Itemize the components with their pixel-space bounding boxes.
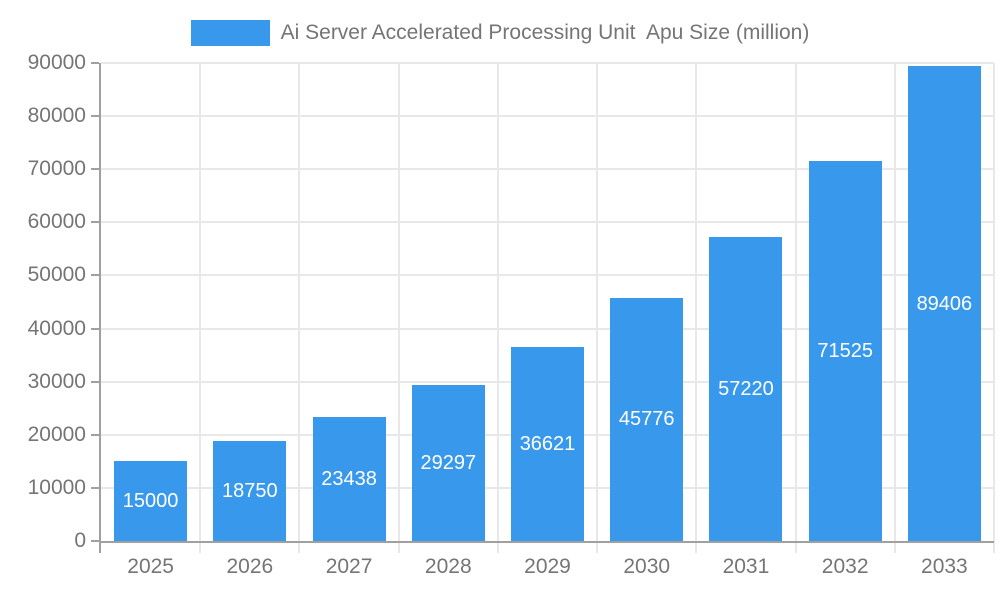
bar[interactable]: 18750 [213,441,287,541]
y-axis-tick [91,62,99,64]
y-axis-tick-label: 20000 [27,422,86,446]
bar-value-label: 18750 [222,480,278,503]
x-axis-tick-label: 2029 [524,555,571,578]
x-gridline [695,63,698,553]
y-axis-tick [91,380,99,383]
bar[interactable]: 36621 [511,346,584,541]
legend-label: Ai Server Accelerated Processing Unit Ap… [280,21,810,44]
y-gridline [101,274,994,277]
bar-value-label: 29297 [420,452,477,475]
x-gridline [397,63,400,553]
bar-value-label: 45776 [618,408,675,431]
bar-value-label: 89406 [916,292,973,315]
y-axis-tick-label: 10000 [27,475,86,499]
x-gridline [893,63,896,553]
legend[interactable]: Ai Server Accelerated Processing Unit Ap… [0,20,1000,46]
y-gridline [101,327,994,330]
x-gridline [496,63,499,553]
bar-value-label: 15000 [122,490,179,513]
x-axis-tick-label: 2033 [921,555,968,578]
bar-value-label: 71525 [817,340,873,363]
y-axis-tick [91,433,99,436]
x-gridline [199,63,202,553]
bar[interactable]: 71525 [808,161,882,541]
y-gridline [101,168,994,171]
bar-value-label: 23438 [321,467,377,490]
x-axis-tick-label: 2026 [226,555,274,578]
y-axis-tick-label: 60000 [27,210,86,234]
bar[interactable]: 23438 [312,416,386,541]
y-axis-tick [91,274,99,277]
y-gridline [101,115,994,118]
bar[interactable]: 57220 [709,237,783,541]
x-axis-tick-label: 2030 [623,555,671,578]
x-gridline [596,63,599,553]
x-axis-tick-label: 2025 [127,555,174,578]
y-axis-tick-label: 50000 [27,263,86,287]
y-axis-line [99,63,101,553]
y-axis-tick [91,486,99,489]
y-gridline [101,62,994,64]
x-axis-tick-label: 2032 [821,555,869,578]
bar[interactable]: 89406 [907,66,981,541]
plot-area: 0 10000 20000 30000 40000 50000 60000 70000 8000… [28,52,995,578]
y-axis-tick [91,221,99,224]
y-axis-tick-label: 90000 [27,51,86,74]
bar-value-label: 57220 [718,378,774,401]
bar[interactable]: 45776 [610,297,684,541]
y-axis-tick [91,540,99,542]
bar[interactable]: 15000 [114,461,188,541]
y-axis-tick-label: 30000 [27,369,86,393]
y-axis-tick-label: 40000 [27,316,86,340]
y-axis-tick [91,168,99,171]
x-gridline [794,63,797,553]
y-axis-tick-label: 0 [74,529,86,552]
x-gridline [993,63,995,553]
legend-swatch [190,20,270,46]
x-axis-tick-label: 2031 [722,555,770,578]
x-axis-line [99,541,994,543]
x-gridline [298,63,301,553]
y-axis-tick-label: 80000 [27,104,86,128]
y-axis-tick-label: 70000 [27,157,86,181]
y-gridline [101,221,994,224]
x-axis-tick-label: 2027 [325,555,373,578]
x-axis-tick-label: 2028 [424,555,472,578]
bar[interactable]: 29297 [411,385,485,541]
y-axis-tick [91,115,99,118]
y-axis-tick [91,327,99,330]
bar-value-label: 36621 [519,432,576,455]
